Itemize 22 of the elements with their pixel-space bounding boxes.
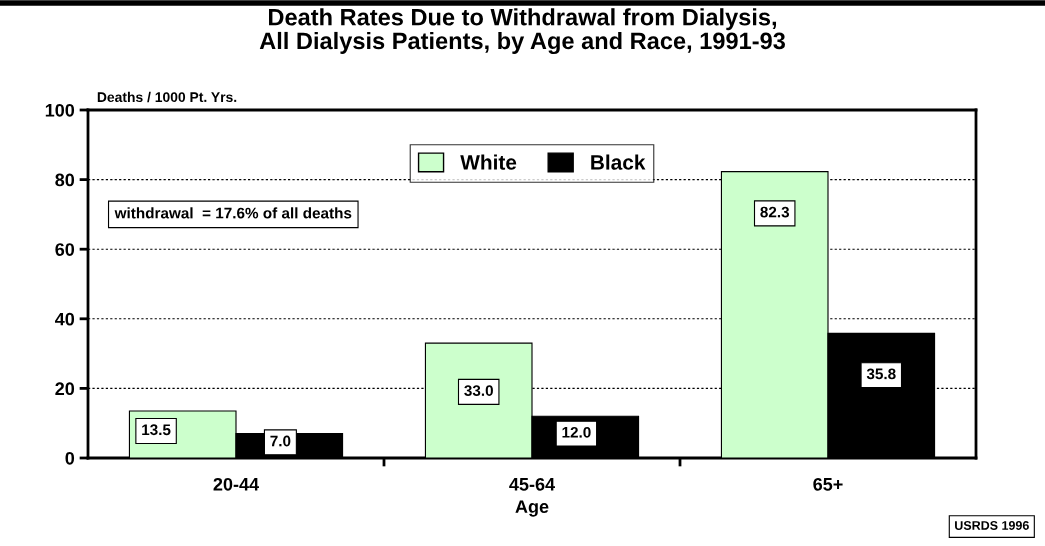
x-tick-label: 20-44	[213, 477, 259, 491]
y-axis-title: Deaths / 1000 Pt. Yrs.	[97, 91, 237, 103]
data-label: 35.8	[866, 368, 896, 380]
y-tick-label: 100	[45, 103, 75, 117]
x-tick-label: 45-64	[509, 477, 555, 491]
annotation: withdrawal = 17.6% of all deaths	[114, 207, 352, 219]
data-label: 7.0	[270, 435, 291, 447]
data-label: 82.3	[760, 206, 790, 218]
data-label: 33.0	[464, 385, 493, 396]
text: USRDS 1996	[955, 521, 1029, 530]
legend-label: White	[460, 154, 517, 170]
y-tick-label: 80	[55, 173, 75, 187]
data-label: 12.0	[562, 426, 591, 438]
data-label: 13.5	[142, 424, 171, 436]
y-tick-label: 20	[55, 382, 75, 396]
y-tick-label: 0	[65, 451, 75, 465]
y-tick-label: 40	[55, 312, 75, 326]
legend-label: Black	[591, 154, 646, 170]
x-tick-label: 65+	[813, 477, 843, 491]
x-axis-title: Age	[515, 500, 549, 517]
y-tick-label: 60	[55, 243, 75, 256]
chart-title: Death Rates Due to Withdrawal from Dialysis, All Dialysis Patients, by Age and Race, 1991-93	[259, 8, 785, 55]
